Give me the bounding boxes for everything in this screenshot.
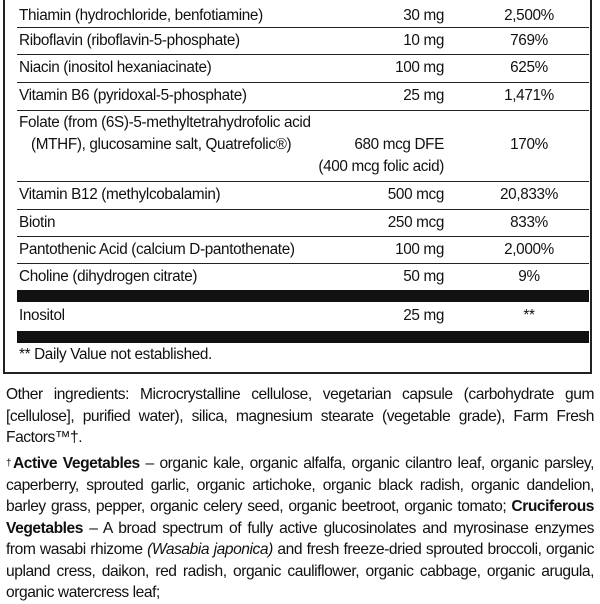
nutrient-name: Riboflavin (riboflavin-5-phosphate) — [19, 32, 240, 49]
nutrient-dv: 769% — [510, 32, 548, 49]
nutrient-row: Biotin 250 mcg 833% — [17, 210, 589, 237]
nutrient-row: Pantothenic Acid (calcium D-pantothenate… — [17, 237, 589, 264]
nutrient-amount: 10 mg — [403, 32, 444, 49]
latin-name: (Wasabia japonica) — [147, 541, 273, 558]
supplement-facts-panel: Thiamin (hydrochloride, benfotiamine) 30… — [3, 0, 592, 374]
nutrient-dv: 1,471% — [504, 87, 554, 104]
farm-fresh-factors-blend: †Active Vegetables – organic kale, organ… — [6, 453, 594, 604]
other-ingredients: Other ingredients: Microcrystalline cell… — [6, 386, 594, 446]
nutrient-row: Vitamin B6 (pyridoxal-5-phosphate) 25 mg… — [17, 83, 589, 111]
nutrient-dv: 20,833% — [500, 186, 558, 203]
nutrient-name: Thiamin (hydrochloride, benfotiamine) — [19, 7, 263, 24]
thick-divider — [17, 290, 589, 302]
cruciferous-vegetables-title: Cruciferous Vegetables — [6, 498, 594, 537]
nutrient-amount: 100 mg — [395, 59, 444, 76]
nutrient-amount: 30 mg — [403, 7, 444, 24]
cruciferous-text: – A broad spectrum of fully active gluco… — [6, 519, 594, 559]
active-vegetables-title: Active Vegetables — [12, 455, 140, 472]
daily-value-footnote: ** Daily Value not established. — [19, 346, 212, 363]
active-vegetables-text: – organic kale, organic alfalfa, organic… — [6, 455, 594, 515]
nutrient-row: Niacin (inositol hexaniacinate) 100 mg 6… — [17, 55, 589, 83]
nutrient-name: Niacin (inositol hexaniacinate) — [19, 59, 212, 76]
nutrient-row: Vitamin B12 (methylcobalamin) 500 mcg 20… — [17, 182, 589, 210]
nutrient-row: Choline (dihydrogen citrate) 50 mg 9% — [17, 264, 589, 290]
nutrient-amount: 680 mcg DFE — [354, 136, 444, 153]
nutrient-dv: 170% — [510, 136, 548, 153]
nutrient-dv: 2,000% — [504, 241, 554, 258]
nutrient-name: Inositol — [19, 307, 65, 324]
nutrient-name: Choline (dihydrogen citrate) — [19, 268, 198, 285]
nutrient-name: Vitamin B6 (pyridoxal-5-phosphate) — [19, 87, 247, 104]
thick-divider — [17, 331, 589, 343]
nutrient-row: Inositol 25 mg ** — [17, 302, 589, 330]
nutrient-amount: 25 mg — [403, 307, 444, 324]
nutrient-dv: 9% — [518, 268, 540, 285]
nutrient-name: Pantothenic Acid (calcium D-pantothenate… — [19, 241, 295, 258]
nutrient-name: Folate (from (6S)-5-methyltetrahydrofoli… — [19, 114, 311, 131]
nutrient-row: Riboflavin (riboflavin-5-phosphate) 10 m… — [17, 28, 589, 55]
nutrient-dv: 2,500% — [504, 7, 554, 24]
nutrient-amount: 50 mg — [403, 268, 444, 285]
nutrient-row-folate: Folate (from (6S)-5-methyltetrahydrofoli… — [17, 111, 589, 182]
nutrient-dv: 833% — [510, 214, 548, 231]
nutrient-row: Thiamin (hydrochloride, benfotiamine) 30… — [17, 0, 589, 28]
dagger-mark: † — [6, 458, 13, 469]
nutrient-dv: 625% — [510, 59, 548, 76]
nutrient-amount: 100 mg — [395, 241, 444, 258]
cruciferous-text-cont: and fresh freeze-dried sprouted broccoli… — [6, 541, 595, 601]
nutrient-amount: 25 mg — [403, 87, 444, 104]
nutrient-amount: 500 mcg — [387, 186, 445, 203]
nutrient-dv: ** — [523, 307, 535, 324]
nutrient-amount-note: (400 mcg folic acid) — [318, 158, 444, 175]
nutrient-amount: 250 mcg — [387, 214, 445, 231]
nutrient-name-cont: (MTHF), glucosamine salt, Quatrefolic®) — [31, 136, 292, 153]
nutrient-name: Vitamin B12 (methylcobalamin) — [19, 186, 221, 203]
nutrient-name: Biotin — [19, 214, 56, 231]
